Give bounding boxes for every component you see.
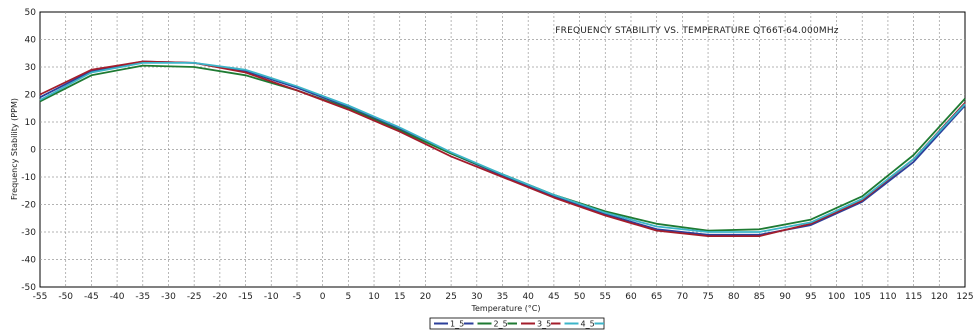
y-tick-label: 20	[25, 91, 37, 101]
x-tick-label: 110	[879, 292, 896, 302]
legend-label: 4_5	[581, 320, 595, 329]
x-tick-label: 80	[728, 292, 740, 302]
x-tick-label: 70	[677, 292, 689, 302]
legend: 1_5 2_5 3_5 4_5	[429, 317, 605, 330]
y-tick-label: 0	[30, 146, 36, 156]
x-tick-label: 10	[368, 292, 380, 302]
x-tick-label: -25	[187, 292, 202, 302]
y-tick-labels: 50 40 30 20 10 0 -10 -20 -30 -40 -50	[21, 8, 36, 293]
legend-label: 3_5	[537, 320, 551, 329]
x-tick-label: -15	[238, 292, 253, 302]
x-tick-label: -35	[135, 292, 150, 302]
x-tick-label: 105	[854, 292, 871, 302]
x-tick-label: 30	[471, 292, 483, 302]
x-tick-label: -40	[110, 292, 125, 302]
y-tick-label: -10	[21, 173, 36, 183]
x-tick-label: 45	[548, 292, 559, 302]
x-tick-label: -5	[292, 292, 301, 302]
x-tick-label: 40	[522, 292, 534, 302]
y-tick-label: 40	[25, 36, 37, 46]
x-tick-label: 95	[805, 292, 816, 302]
x-tick-label: 120	[931, 292, 948, 302]
x-tick-label: 0	[320, 292, 326, 302]
y-tick-label: 50	[25, 8, 37, 18]
y-tick-label: -40	[21, 256, 36, 266]
x-tick-label: 115	[905, 292, 922, 302]
x-tick-label: -20	[213, 292, 228, 302]
grid	[40, 12, 965, 287]
series-layer	[39, 60, 966, 238]
x-tick-label: 85	[754, 292, 765, 302]
x-tick-label: 100	[828, 292, 845, 302]
x-tick-label: 25	[445, 292, 456, 302]
y-tick-label: 30	[25, 63, 37, 73]
legend-label: 2_5	[494, 320, 508, 329]
y-tick-label: -30	[21, 228, 36, 238]
x-tick-label: 60	[625, 292, 637, 302]
x-tick-label: 20	[420, 292, 432, 302]
y-tick-label: -50	[21, 283, 36, 293]
legend-label: 1_5	[450, 320, 464, 329]
x-tick-labels: -55 -50 -45 -40 -35 -30 -25 -20 -15 -10 -5 0 5 10 15 20…	[33, 292, 974, 302]
y-axis-title: Frequency Stability (PPM)	[10, 98, 19, 200]
x-axis-title: Temperature (°C)	[470, 304, 540, 313]
chart-title: FREQUENCY STABILITY VS. TEMPERATURE QT66…	[555, 26, 839, 36]
x-tick-label: 5	[345, 292, 351, 302]
x-tick-label: 55	[600, 292, 611, 302]
x-tick-label: -10	[264, 292, 279, 302]
x-tick-label: -50	[58, 292, 73, 302]
y-tick-label: -20	[21, 201, 36, 211]
x-tick-label: -55	[33, 292, 48, 302]
x-tick-label: -30	[161, 292, 176, 302]
x-tick-label: 35	[497, 292, 508, 302]
x-tick-label: 65	[651, 292, 662, 302]
x-tick-label: -45	[84, 292, 99, 302]
y-tick-label: 10	[25, 118, 37, 128]
x-tick-label: 125	[956, 292, 973, 302]
x-tick-label: 15	[394, 292, 405, 302]
x-tick-label: 50	[574, 292, 586, 302]
x-tick-label: 75	[702, 292, 713, 302]
series-line-4-5	[39, 62, 966, 233]
x-tick-label: 90	[779, 292, 791, 302]
